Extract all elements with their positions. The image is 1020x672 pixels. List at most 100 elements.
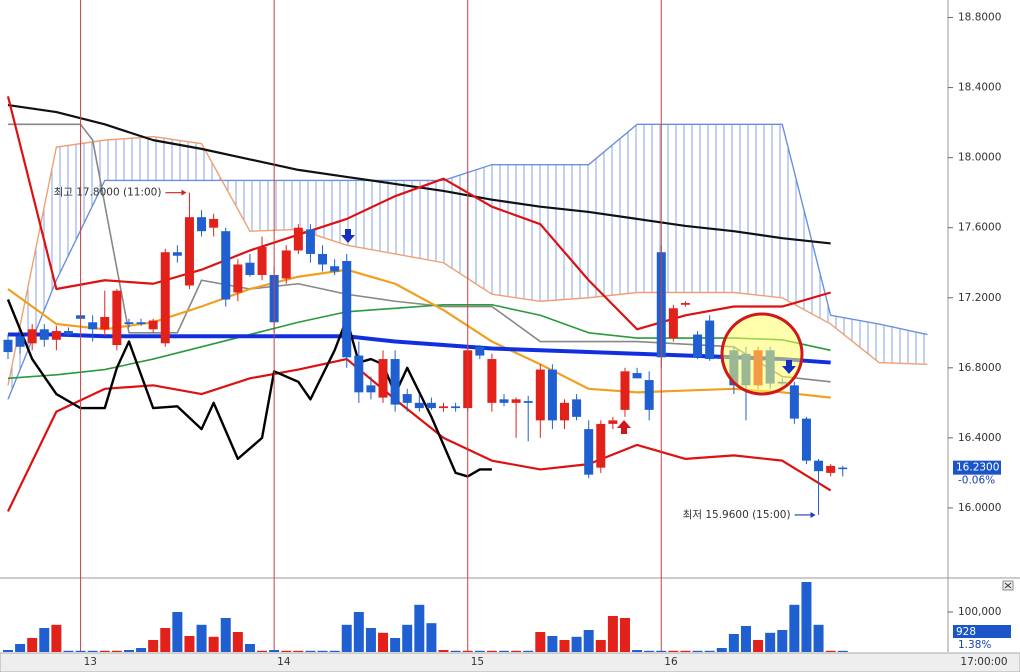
- volume-bar: [716, 648, 727, 652]
- volume-bar: [51, 624, 62, 652]
- candle-body: [330, 266, 340, 272]
- volume-bar: [583, 630, 594, 652]
- volume-bar: [668, 650, 679, 652]
- candle-body: [63, 331, 73, 335]
- x-tick-label: 13: [84, 656, 97, 668]
- candle-body: [814, 460, 824, 472]
- indicator-line: [7, 123, 831, 383]
- volume-bar: [523, 650, 534, 652]
- overlay: [341, 229, 804, 434]
- last-volume-label: 928: [956, 626, 976, 638]
- candle-body: [293, 227, 303, 251]
- candle-body: [523, 401, 533, 403]
- volume-bar: [777, 630, 788, 652]
- candle-body: [112, 290, 122, 346]
- candle-body: [402, 394, 412, 403]
- candle-body: [632, 373, 642, 379]
- volume-bar: [619, 618, 630, 652]
- candle-body: [693, 334, 703, 358]
- candle-body: [305, 229, 315, 254]
- candle-body: [27, 329, 37, 344]
- candle-body: [414, 402, 424, 409]
- y-tick-label: 18.0000: [958, 152, 1001, 164]
- candle-body: [789, 385, 799, 419]
- candle-body: [680, 303, 690, 305]
- volume-bar: [462, 650, 473, 652]
- indicator-line: [6, 299, 492, 478]
- volume-bar: [704, 650, 715, 652]
- candle-body: [705, 320, 715, 360]
- candle-body: [547, 369, 557, 421]
- candle-body: [136, 322, 146, 325]
- y-tick-label: 17.2000: [958, 292, 1001, 304]
- volume-bar: [2, 650, 13, 652]
- candle-body: [475, 346, 485, 356]
- volume-bar: [753, 640, 764, 652]
- volume-bar: [123, 650, 134, 652]
- volume-bar: [789, 604, 800, 652]
- last-volume-box: [953, 625, 1011, 638]
- y-tick-label: 16.0000: [958, 502, 1001, 514]
- y-tick-label: 16.8000: [958, 362, 1001, 374]
- candle-body: [535, 369, 545, 421]
- candle-body: [342, 260, 352, 358]
- candle-body: [801, 418, 811, 461]
- candle-body: [426, 402, 436, 409]
- volume-bar: [765, 632, 776, 652]
- volume-bar: [486, 650, 497, 652]
- volume-bar: [692, 650, 703, 652]
- candle-body: [596, 423, 606, 468]
- volume-bar: [160, 628, 171, 652]
- candle-body: [100, 317, 110, 330]
- candle-body: [378, 359, 388, 398]
- volume-bar: [801, 582, 812, 652]
- candle-body: [354, 355, 364, 393]
- volume-bar: [305, 650, 316, 652]
- volume-bar: [15, 644, 26, 652]
- candle-body: [487, 359, 497, 403]
- volume-bar: [365, 628, 376, 652]
- candle-body: [3, 339, 13, 353]
- volume-bar: [329, 650, 340, 652]
- volume-bar: [474, 650, 485, 652]
- volume-bar: [353, 612, 364, 652]
- candle-body: [160, 252, 170, 344]
- close-icon: [1004, 582, 1012, 589]
- volume-bar: [378, 632, 389, 652]
- candle-body: [451, 406, 461, 409]
- volume-bar: [293, 650, 304, 652]
- volume-bar: [499, 650, 510, 652]
- volume-bar: [607, 616, 618, 652]
- volume-bar: [317, 650, 328, 652]
- candle-body: [826, 465, 836, 473]
- candle-body: [838, 467, 848, 470]
- candle-body: [15, 336, 25, 347]
- candle-body: [257, 246, 267, 275]
- volume-bar: [680, 650, 691, 652]
- volume-bar: [402, 624, 413, 652]
- highlight-circle: [720, 312, 804, 396]
- volume-bar: [136, 648, 147, 652]
- candle-body: [390, 359, 400, 405]
- candle-body: [148, 320, 158, 330]
- sell-signal: [341, 229, 355, 243]
- candle-body: [233, 264, 243, 293]
- volume-bar: [244, 644, 255, 652]
- volume-bar: [728, 634, 739, 652]
- volume-bar: [632, 650, 643, 652]
- volume-bar: [837, 650, 848, 652]
- volume-bar: [511, 650, 522, 652]
- volume-bar: [571, 636, 582, 652]
- volume-bar: [825, 650, 836, 652]
- candle-body: [209, 218, 219, 228]
- candle-body: [644, 380, 654, 410]
- y-tick-label: 18.4000: [958, 82, 1001, 94]
- annotation-arrowhead: [181, 189, 187, 196]
- volume-bar: [27, 638, 38, 652]
- y-tick-label: 100,000: [958, 606, 1001, 618]
- volume-bar: [232, 632, 243, 652]
- volume-bar: [184, 636, 195, 652]
- candle-body: [499, 399, 509, 403]
